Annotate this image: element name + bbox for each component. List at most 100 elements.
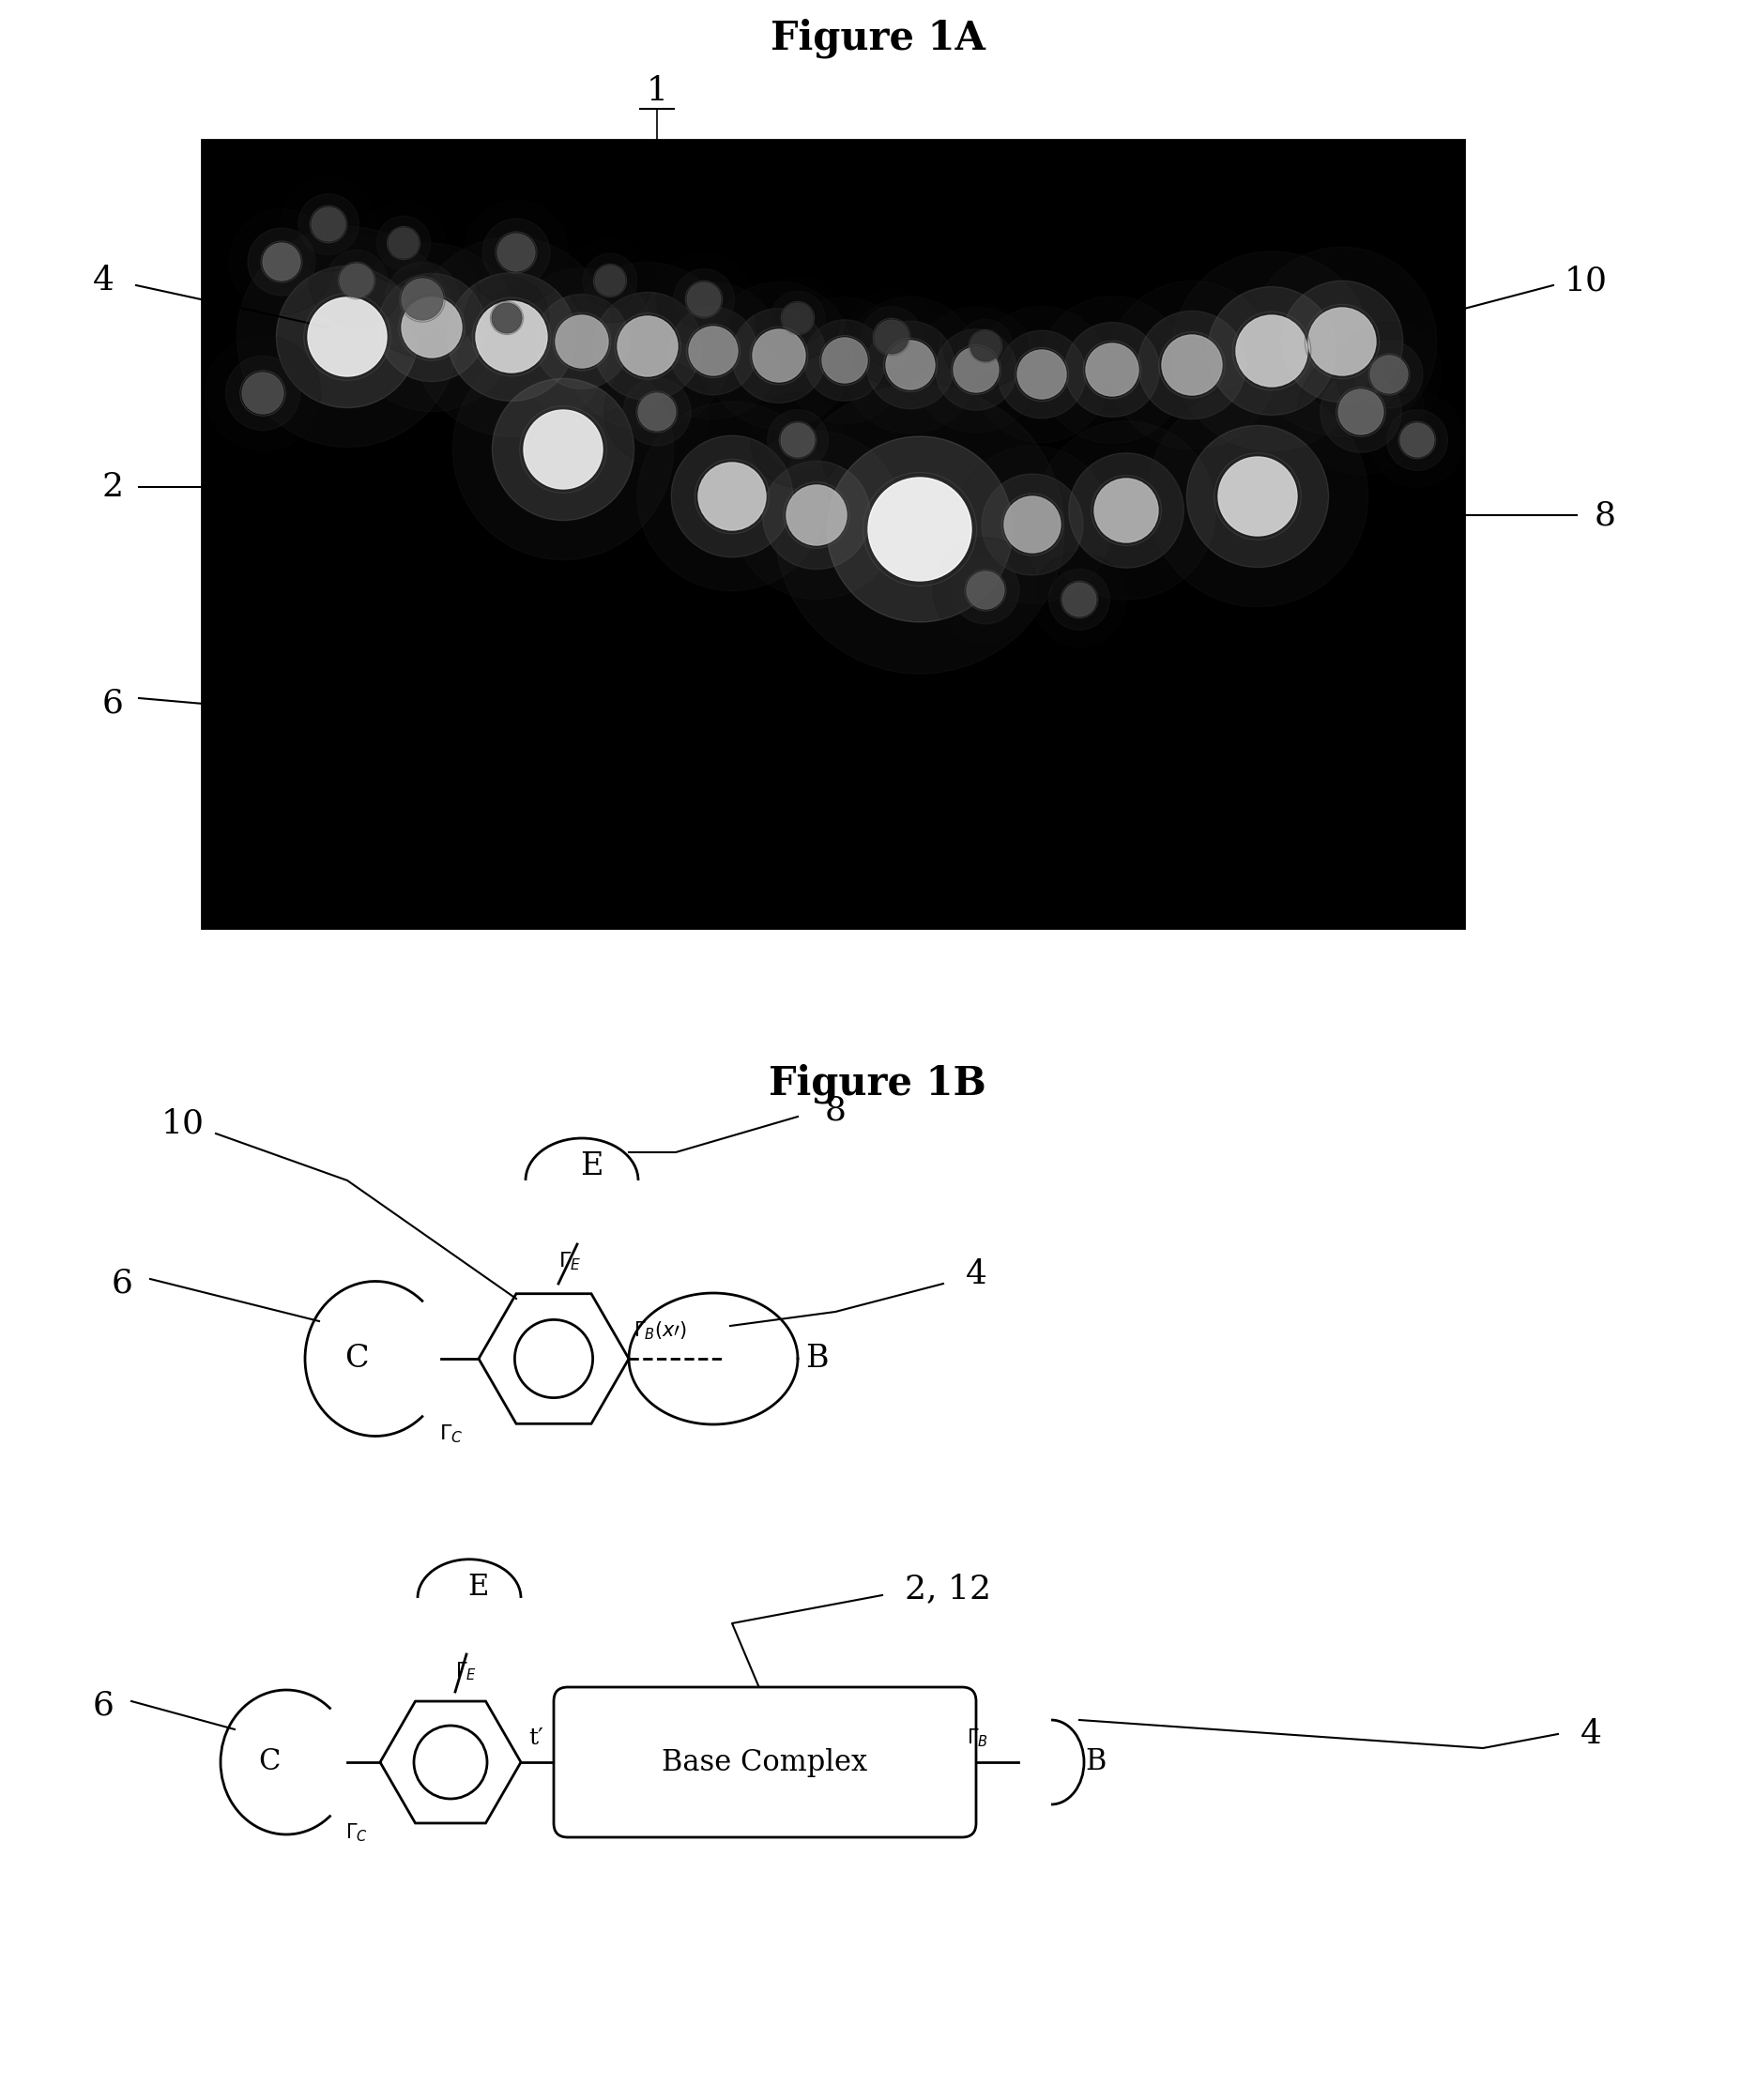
Circle shape <box>1033 552 1127 647</box>
Circle shape <box>827 437 1013 622</box>
Circle shape <box>1219 458 1298 536</box>
Circle shape <box>1147 386 1368 607</box>
Circle shape <box>365 242 479 357</box>
Circle shape <box>402 298 462 357</box>
Circle shape <box>311 208 346 242</box>
Circle shape <box>1356 340 1422 407</box>
Text: $\Gamma_C$: $\Gamma_C$ <box>439 1422 464 1445</box>
Text: $\Gamma_E$: $\Gamma_E$ <box>558 1249 581 1273</box>
Circle shape <box>982 475 1083 575</box>
Circle shape <box>637 401 827 590</box>
Text: B: B <box>1085 1747 1106 1777</box>
Circle shape <box>1062 582 1096 617</box>
Text: 6: 6 <box>111 1268 133 1300</box>
Circle shape <box>787 485 846 546</box>
Circle shape <box>1308 309 1377 376</box>
Circle shape <box>348 244 516 412</box>
Circle shape <box>874 319 908 353</box>
Circle shape <box>771 292 825 344</box>
Circle shape <box>1004 496 1061 552</box>
Circle shape <box>242 372 283 414</box>
Circle shape <box>781 298 908 424</box>
Circle shape <box>952 556 1018 624</box>
Circle shape <box>327 250 386 311</box>
Circle shape <box>388 229 418 258</box>
FancyBboxPatch shape <box>553 1686 976 1838</box>
Circle shape <box>263 244 300 281</box>
Circle shape <box>674 269 734 330</box>
Circle shape <box>843 296 978 433</box>
Circle shape <box>971 332 1001 361</box>
Circle shape <box>1038 296 1185 443</box>
Text: C: C <box>258 1747 281 1777</box>
Text: 6: 6 <box>102 687 123 718</box>
Text: $\Gamma_B(x\prime)$: $\Gamma_B(x\prime)$ <box>634 1319 687 1342</box>
Circle shape <box>1017 351 1066 399</box>
Circle shape <box>973 307 1110 443</box>
Circle shape <box>205 336 321 451</box>
Text: 1: 1 <box>646 76 667 107</box>
Text: Figure 1B: Figure 1B <box>769 1063 987 1102</box>
Circle shape <box>1094 479 1159 542</box>
Bar <box>202 141 1465 928</box>
Circle shape <box>804 319 885 401</box>
Circle shape <box>936 330 1017 409</box>
Circle shape <box>767 410 829 470</box>
Text: $\Gamma_B$: $\Gamma_B$ <box>968 1726 989 1749</box>
Circle shape <box>465 275 550 359</box>
Circle shape <box>237 227 458 447</box>
Circle shape <box>1208 288 1336 416</box>
Circle shape <box>567 239 651 323</box>
Circle shape <box>228 210 334 315</box>
Circle shape <box>281 176 376 271</box>
Circle shape <box>564 262 732 430</box>
Text: 4: 4 <box>966 1258 987 1289</box>
Circle shape <box>687 281 720 317</box>
Circle shape <box>774 384 1064 674</box>
Circle shape <box>594 292 702 401</box>
Circle shape <box>309 233 404 328</box>
Circle shape <box>604 359 709 464</box>
Text: C: C <box>344 1344 369 1373</box>
Circle shape <box>867 477 971 582</box>
Text: t′: t′ <box>529 1728 543 1749</box>
Circle shape <box>1048 569 1110 630</box>
Circle shape <box>1069 454 1184 567</box>
Circle shape <box>402 279 443 319</box>
Circle shape <box>959 319 1013 374</box>
Circle shape <box>1187 426 1329 567</box>
Circle shape <box>706 281 853 428</box>
Circle shape <box>1387 410 1447 470</box>
Circle shape <box>637 393 676 430</box>
Circle shape <box>378 273 486 382</box>
Circle shape <box>1298 349 1424 475</box>
Circle shape <box>954 346 999 393</box>
Circle shape <box>1338 388 1384 435</box>
Circle shape <box>845 290 939 384</box>
Circle shape <box>555 315 608 367</box>
Circle shape <box>1162 336 1222 395</box>
Circle shape <box>376 216 430 271</box>
Text: 8: 8 <box>1594 500 1616 531</box>
Circle shape <box>755 275 839 359</box>
Circle shape <box>1282 281 1403 403</box>
Text: 4: 4 <box>1580 1718 1601 1749</box>
Circle shape <box>699 462 766 529</box>
Circle shape <box>339 265 374 298</box>
Circle shape <box>783 302 813 334</box>
Circle shape <box>464 200 569 304</box>
Text: 10: 10 <box>1565 265 1608 296</box>
Circle shape <box>1236 315 1308 386</box>
Text: Figure 1A: Figure 1A <box>771 17 985 57</box>
Circle shape <box>688 326 738 376</box>
Circle shape <box>523 410 602 489</box>
Text: E: E <box>469 1573 490 1602</box>
Circle shape <box>497 233 536 271</box>
Circle shape <box>822 338 867 382</box>
Circle shape <box>276 267 418 407</box>
Circle shape <box>1064 323 1159 418</box>
Circle shape <box>657 252 752 346</box>
Circle shape <box>644 284 781 420</box>
Text: Base Complex: Base Complex <box>662 1747 867 1777</box>
Text: B: B <box>804 1344 829 1373</box>
